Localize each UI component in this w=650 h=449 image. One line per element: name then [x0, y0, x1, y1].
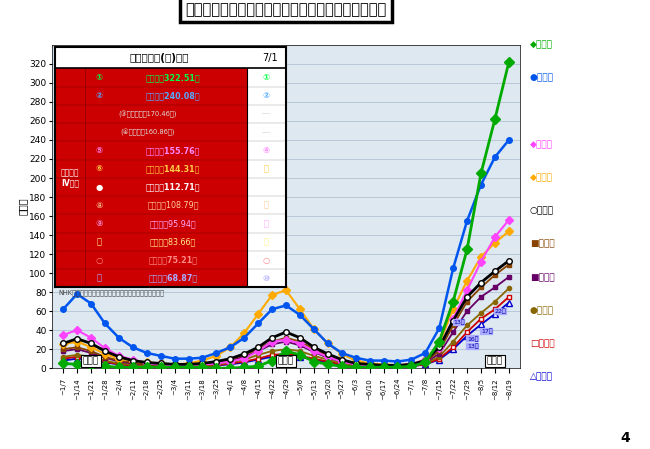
- Text: ㉑: ㉑: [264, 219, 269, 228]
- Text: 16位: 16位: [467, 336, 478, 342]
- Text: 東京都：240.08人: 東京都：240.08人: [146, 91, 200, 101]
- Text: ○: ○: [263, 255, 270, 264]
- Text: ■兵庫県: ■兵庫県: [530, 273, 554, 282]
- Text: ８月１９日(木)時点: ８月１９日(木)時点: [129, 53, 189, 63]
- Y-axis label: （人）: （人）: [18, 198, 28, 216]
- Text: 7/1: 7/1: [262, 53, 278, 63]
- Text: 滋賀県：83.66人: 滋賀県：83.66人: [150, 237, 196, 246]
- Text: ①: ①: [263, 73, 270, 82]
- Bar: [55, 69, 247, 287]
- Text: ②: ②: [96, 91, 103, 101]
- Text: ④: ④: [263, 146, 270, 155]
- Text: ㉑: ㉑: [97, 274, 101, 283]
- Text: 13位: 13位: [467, 343, 478, 349]
- Text: 22位: 22位: [495, 308, 507, 314]
- Text: ②: ②: [263, 91, 270, 101]
- Text: ◆沖縄県: ◆沖縄県: [530, 40, 552, 49]
- Text: ●東京都: ●東京都: [530, 74, 554, 83]
- Text: (③神奈川県：170.46人): (③神奈川県：170.46人): [118, 110, 177, 118]
- Text: 第４波: 第４波: [278, 357, 294, 365]
- Text: ◆千葉県: ◆千葉県: [530, 140, 552, 149]
- Text: 沖縄県：322.51人: 沖縄県：322.51人: [146, 73, 200, 82]
- Text: 奈良市：75.21人: 奈良市：75.21人: [148, 255, 198, 264]
- Text: □奈良市: □奈良市: [530, 339, 554, 348]
- Text: 千葉県：155.76人: 千葉県：155.76人: [146, 146, 200, 155]
- Text: 4: 4: [621, 431, 630, 445]
- Text: ⑬: ⑬: [97, 237, 101, 246]
- Text: 京都府：108.79人: 京都府：108.79人: [147, 201, 199, 210]
- Text: ㉔: ㉔: [264, 237, 269, 246]
- Text: 直近１週間の人口１０万人当たりの陽性者数の推移: 直近１週間の人口１０万人当たりの陽性者数の推移: [185, 2, 387, 17]
- Text: NHK「新型コロナウイルス特設サイト」から引用・集計: NHK「新型コロナウイルス特設サイト」から引用・集計: [58, 290, 164, 296]
- Text: 全　国：112.71人: 全 国：112.71人: [146, 183, 200, 192]
- Bar: [55, 47, 286, 69]
- Text: ●滋賀県: ●滋賀県: [530, 306, 554, 315]
- Text: ●: ●: [263, 183, 270, 192]
- Text: ●: ●: [96, 183, 103, 192]
- Text: (④埼玉県：160.86人): (④埼玉県：160.86人): [120, 129, 175, 136]
- Text: ①: ①: [96, 73, 103, 82]
- Text: ○全　国: ○全 国: [530, 207, 554, 216]
- Text: 大阪府：144.31人: 大阪府：144.31人: [146, 164, 200, 173]
- Text: 13位: 13位: [453, 320, 465, 326]
- Text: ◆大阪府: ◆大阪府: [530, 173, 552, 182]
- Text: ■京都府: ■京都府: [530, 240, 554, 249]
- Text: 兵庫県：95.94人: 兵庫県：95.94人: [150, 219, 196, 228]
- Text: 奈良県：68.87人: 奈良県：68.87人: [148, 274, 198, 283]
- Text: 第３波: 第３波: [83, 357, 99, 365]
- Text: △奈良県: △奈良県: [530, 373, 552, 382]
- Text: ―: ―: [262, 128, 270, 137]
- Text: ⑥: ⑥: [96, 164, 103, 173]
- Text: ⑩: ⑩: [263, 274, 270, 283]
- Text: 17位: 17位: [481, 328, 493, 334]
- Text: ステージ
IV相当: ステージ IV相当: [61, 168, 79, 188]
- Text: 第５波: 第５波: [487, 357, 503, 365]
- Text: ⑧: ⑧: [96, 201, 103, 210]
- Text: ○: ○: [96, 255, 103, 264]
- Bar: [55, 69, 85, 287]
- Text: ⑯: ⑯: [264, 201, 269, 210]
- Text: ⑤: ⑤: [96, 146, 103, 155]
- Text: ⑨: ⑨: [96, 219, 103, 228]
- Text: ⑫: ⑫: [264, 164, 269, 173]
- Text: ―: ―: [262, 110, 270, 119]
